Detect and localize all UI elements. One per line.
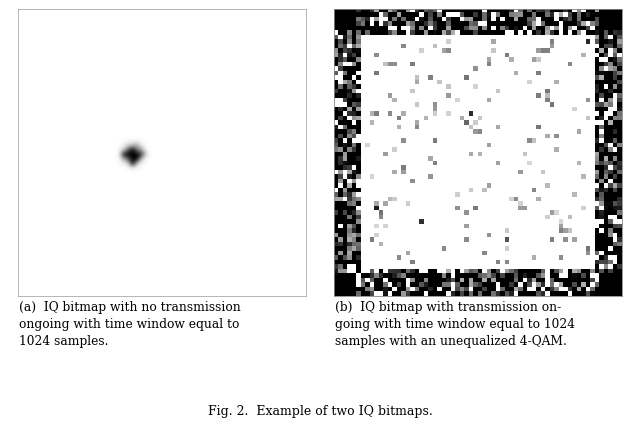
Text: (b)  IQ bitmap with transmission on-
going with time window equal to 1024
sample: (b) IQ bitmap with transmission on- goin…	[335, 301, 575, 348]
Text: (a)  IQ bitmap with no transmission
ongoing with time window equal to
1024 sampl: (a) IQ bitmap with no transmission ongoi…	[19, 301, 241, 348]
Text: Fig. 2.  Example of two IQ bitmaps.: Fig. 2. Example of two IQ bitmaps.	[207, 405, 433, 418]
